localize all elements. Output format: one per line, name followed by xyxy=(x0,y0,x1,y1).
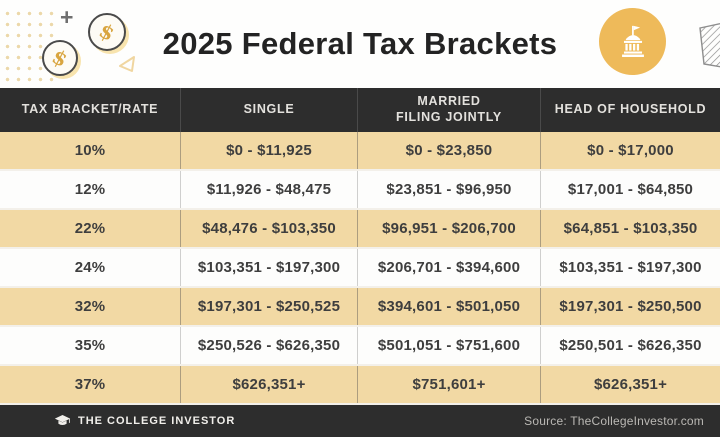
dollar-sign: $ xyxy=(95,18,119,46)
rate-cell: 37% xyxy=(74,376,106,393)
single-cell: $250,526 - $626,350 xyxy=(180,327,357,364)
dollar-coin-icon: $ xyxy=(88,13,126,51)
single-cell: $103,351 - $197,300 xyxy=(180,249,357,286)
single-cell: $626,351+ xyxy=(180,366,357,403)
head-cell: $64,851 - $103,350 xyxy=(540,210,720,247)
head-cell: $197,301 - $250,500 xyxy=(540,288,720,325)
graduation-cap-icon xyxy=(54,415,71,425)
rate-cell: 22% xyxy=(74,220,106,237)
rate-cell: 24% xyxy=(74,259,106,276)
column-header-single: SINGLE xyxy=(180,88,357,132)
table-row: 22% $48,476 - $103,350 $96,951 - $206,70… xyxy=(0,210,720,249)
rate-cell: 10% xyxy=(74,142,106,159)
hatched-kite-icon xyxy=(699,22,720,68)
triangle-icon xyxy=(119,56,135,72)
head-cell: $103,351 - $197,300 xyxy=(540,249,720,286)
table-row: 10% $0 - $11,925 $0 - $23,850 $0 - $17,0… xyxy=(0,132,720,171)
dollar-sign: $ xyxy=(48,44,72,72)
head-cell: $0 - $17,000 xyxy=(540,132,720,169)
column-header-rate: TAX BRACKET/RATE xyxy=(21,102,159,117)
married-cell: $0 - $23,850 xyxy=(357,132,540,169)
head-cell: $250,501 - $626,350 xyxy=(540,327,720,364)
brand-logo: THE COLLEGE INVESTOR xyxy=(54,414,235,428)
married-cell: $23,851 - $96,950 xyxy=(357,171,540,208)
table-row: 35% $250,526 - $626,350 $501,051 - $751,… xyxy=(0,327,720,366)
brand-name: THE COLLEGE INVESTOR xyxy=(78,415,236,427)
footer-bar: THE COLLEGE INVESTOR Source: TheCollegeI… xyxy=(0,405,720,437)
single-cell: $0 - $11,925 xyxy=(180,132,357,169)
head-cell: $17,001 - $64,850 xyxy=(540,171,720,208)
plus-icon: + xyxy=(60,4,74,30)
table-body: 10% $0 - $11,925 $0 - $23,850 $0 - $17,0… xyxy=(0,132,720,405)
married-cell: $501,051 - $751,600 xyxy=(357,327,540,364)
government-badge xyxy=(599,8,666,75)
column-header-head-of-household: HEAD OF HOUSEHOLD xyxy=(540,88,720,132)
married-cell: $206,701 - $394,600 xyxy=(357,249,540,286)
married-cell: $751,601+ xyxy=(357,366,540,403)
head-cell: $626,351+ xyxy=(540,366,720,403)
dollar-coin-icon: $ xyxy=(42,40,78,76)
rate-cell: 12% xyxy=(74,181,106,198)
page-title: 2025 Federal Tax Brackets xyxy=(162,26,558,61)
rate-cell: 35% xyxy=(74,337,106,354)
table-row: 32% $197,301 - $250,525 $394,601 - $501,… xyxy=(0,288,720,327)
table-header-row: TAX BRACKET/RATE SINGLE MARRIED FILING J… xyxy=(0,88,720,132)
source-credit: Source: TheCollegeInvestor.com xyxy=(524,414,704,428)
table-row: 24% $103,351 - $197,300 $206,701 - $394,… xyxy=(0,249,720,288)
table-row: 12% $11,926 - $48,475 $23,851 - $96,950 … xyxy=(0,171,720,210)
single-cell: $197,301 - $250,525 xyxy=(180,288,357,325)
single-cell: $48,476 - $103,350 xyxy=(180,210,357,247)
married-cell: $394,601 - $501,050 xyxy=(357,288,540,325)
married-cell: $96,951 - $206,700 xyxy=(357,210,540,247)
header: + $ $ 2025 Federal Tax Brackets xyxy=(0,0,720,88)
table-row: 37% $626,351+ $751,601+ $626,351+ xyxy=(0,366,720,405)
column-header-married: MARRIED FILING JOINTLY xyxy=(357,88,540,132)
capitol-building-icon xyxy=(621,25,644,57)
single-cell: $11,926 - $48,475 xyxy=(180,171,357,208)
rate-cell: 32% xyxy=(74,298,106,315)
